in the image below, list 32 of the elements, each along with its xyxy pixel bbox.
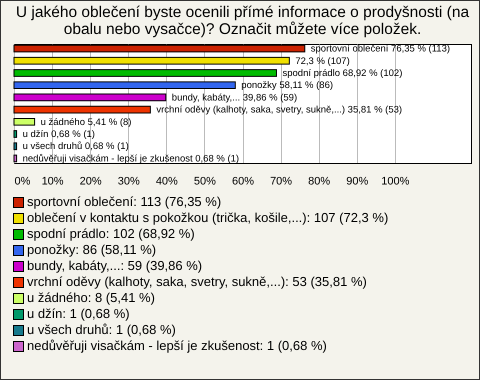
data-label: spodní prádlo 68,92 % (102) (282, 68, 402, 79)
legend-label: nedůvěřuji visačkám - lepší je zkušenost: 1 (0,68 %) (27, 338, 327, 354)
x-tick-label: 10% (42, 176, 64, 188)
legend-label: vrchní oděvy (kalhoty, saka, svetry, sukně,...): 53 (35,81 %) (27, 274, 367, 290)
legend-label: sportovní oblečení: 113 (76,35 %) (27, 194, 222, 210)
x-tick-label: 40% (156, 176, 178, 188)
chart-title: U jakého oblečení byste ocenili přímé informace o prodyšnosti (na obalu nebo vysačce)? Označit můžete více položek. (16, 4, 470, 38)
data-label: vrchní oděvy (kalhoty, saka, svetry, sukně,...) 35,81 % (53) (156, 104, 402, 116)
legend-label: ponožky: 86 (58,11 %) (27, 242, 156, 258)
data-label: u džín 0,68 % (1) (22, 129, 95, 140)
data-label: bundy, kabáty,... 39,86 % (59) (172, 92, 298, 104)
data-label: u všech druhů 0,68 % (1) (22, 141, 129, 152)
legend-label: bundy, kabáty,...: 59 (39,86 %) (27, 258, 202, 274)
x-tick-label: 0% (14, 176, 31, 188)
legend-label: u žádného: 8 (5,41 %) (27, 290, 155, 306)
x-tick-label: 30% (118, 176, 140, 188)
legend-label: u džín: 1 (0,68 %) (27, 306, 130, 322)
legend-label: oblečení v kontaktu s pokožkou (trička, košile,...): 107 (72,3 %) (27, 210, 388, 226)
legend-label: spodní prádlo: 102 (68,92 %) (27, 226, 195, 242)
x-tick-label: 50% (194, 176, 216, 188)
legend-label: u všech druhů: 1 (0,68 %) (27, 322, 176, 338)
data-label: sportovní oblečení 76,35 % (113) (310, 44, 450, 55)
x-tick-label: 80% (308, 176, 330, 188)
data-label: u žádného 5,41 % (8) (40, 116, 132, 128)
x-tick-label: 90% (346, 176, 368, 188)
data-label: 72,3 % (107) (295, 56, 350, 67)
x-tick-label: 20% (80, 176, 102, 188)
data-label: nedůvěřuji visačkám - lepší je zkušenost 0,68 % (1) (22, 153, 240, 164)
x-tick-label: 70% (270, 176, 292, 188)
x-tick-label: 60% (232, 176, 254, 188)
data-label: ponožky 58,11 % (86) (241, 80, 334, 92)
x-tick-label: 100% (381, 176, 410, 188)
